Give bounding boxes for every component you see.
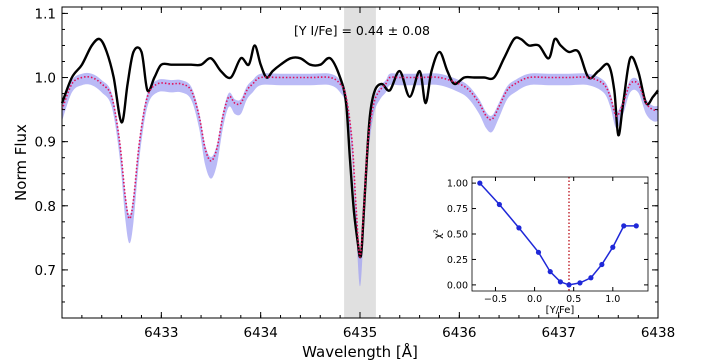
chi2-curve [477, 180, 639, 288]
x-tick-label: 6433 [144, 325, 178, 341]
y-tick-label: 0.8 [35, 199, 56, 215]
inset-y-tick-label: 0.50 [447, 230, 468, 241]
inset-background [472, 177, 648, 291]
y-tick-label: 1.1 [35, 6, 56, 22]
chi2-point [588, 275, 594, 281]
chi2-point [577, 280, 583, 286]
inset-x-tick-label: 0.5 [566, 294, 581, 305]
inset-y-ticks: 0.00 0.25 0.50 0.75 1.00 [447, 179, 648, 291]
chi2-point [610, 244, 616, 250]
y-axis-label: Norm Flux [12, 124, 30, 201]
main-chart: 6433 6434 6435 6436 6437 6438 0.7 0.8 0.9 1.0 1.1… [12, 6, 675, 361]
inset-x-tick-label: 0.0 [527, 294, 542, 305]
inset-x-ticks: −0.5 0.0 0.5 1.0 [484, 177, 620, 305]
chi2-point [633, 223, 639, 229]
chi2-point [557, 279, 563, 285]
inset-y-tick-label: 0.75 [447, 204, 468, 215]
observed-spectrum-line [60, 36, 659, 259]
inset-y-axis-label: χ² [433, 229, 444, 239]
y-tick-label: 0.9 [35, 135, 56, 151]
chi2-point [621, 223, 627, 229]
inset-x-axis-label: [Y/Fe] [546, 305, 575, 316]
x-axis-label: Wavelength [Å] [302, 342, 418, 361]
chi2-point [496, 201, 502, 208]
x-tick-label: 6438 [641, 325, 675, 341]
inset-x-tick-label: 1.0 [605, 294, 620, 305]
x-tick-label: 6436 [442, 325, 476, 341]
y-tick-label: 0.7 [35, 263, 56, 279]
model-spectrum-line [61, 75, 659, 258]
inset-x-tick-label: −0.5 [484, 294, 507, 305]
chi2-point [547, 269, 553, 275]
chi2-point [535, 249, 542, 255]
x-tick-label: 6437 [541, 325, 575, 341]
x-tick-label: 6434 [243, 325, 277, 341]
inset-y-tick-label: 1.00 [447, 179, 468, 190]
x-axis-ticks: 6433 6434 6435 6436 6437 6438 [61, 7, 675, 341]
x-tick-label: 6435 [343, 325, 377, 341]
y-tick-label: 1.0 [35, 71, 56, 87]
abundance-annotation: [Y I/Fe] = 0.44 ± 0.08 [294, 23, 430, 38]
chi2-point [566, 282, 572, 288]
chi2-point [477, 180, 483, 186]
inset-chart: −0.5 0.0 0.5 1.0 0.00 0.25 0.50 0.75 1.00 [Y/Fe… [433, 176, 649, 316]
inset-y-tick-label: 0.00 [447, 280, 468, 291]
inset-y-tick-label: 0.25 [447, 255, 468, 266]
spectrum-lines [60, 36, 659, 259]
chi2-point [516, 225, 522, 231]
y-axis-ticks: 0.7 0.8 0.9 1.0 1.1 [35, 6, 658, 319]
chi2-point [599, 261, 605, 268]
